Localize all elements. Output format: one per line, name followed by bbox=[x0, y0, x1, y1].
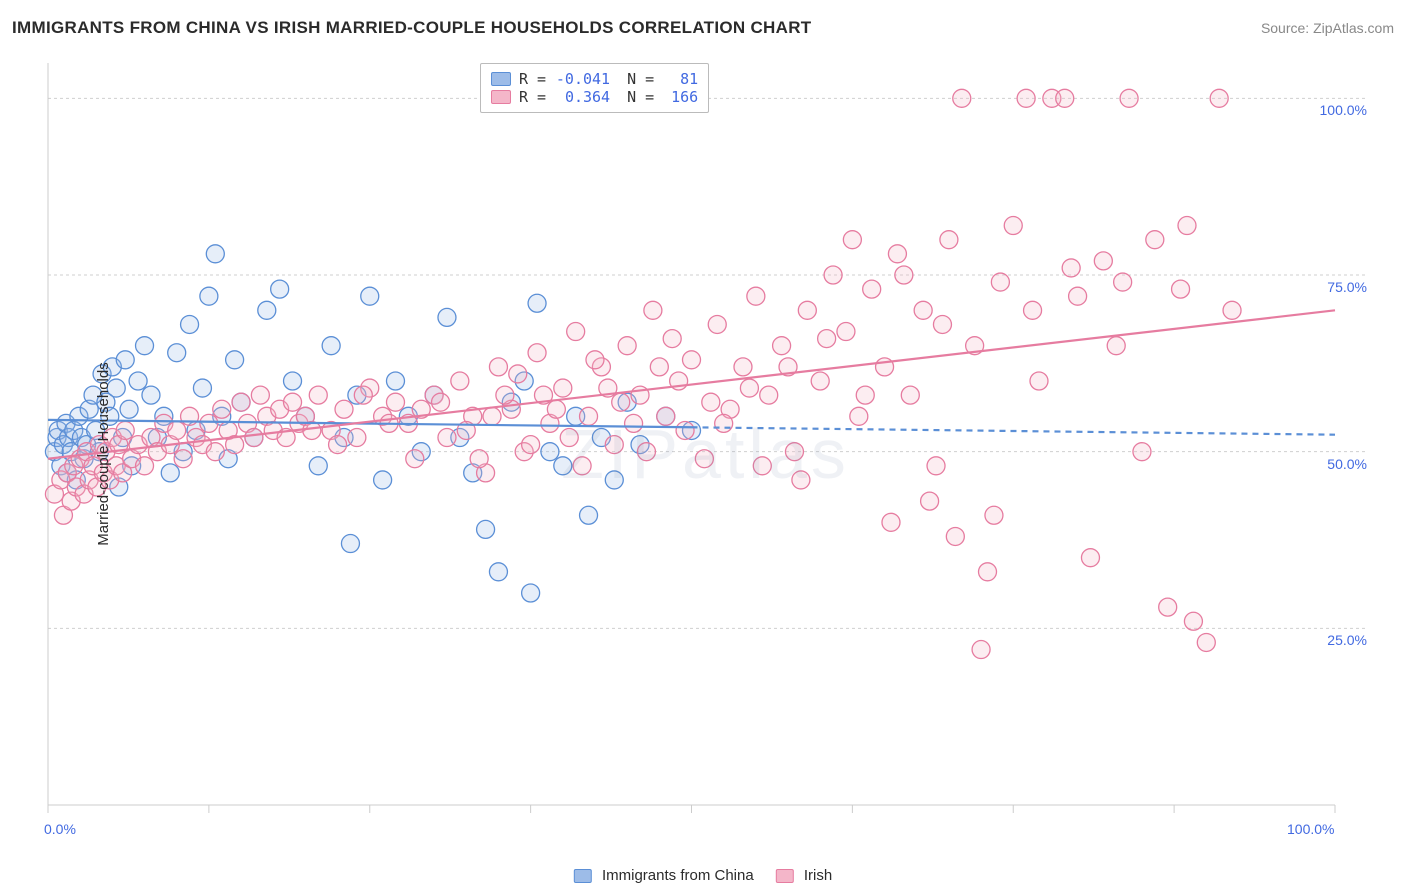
legend-item-china: Immigrants from China bbox=[574, 867, 754, 884]
x-axis-legend: Immigrants from China Irish bbox=[574, 867, 832, 884]
y-tick-label: 100.0% bbox=[1320, 102, 1367, 118]
stats-row: R = 0.364 N = 166 bbox=[491, 88, 698, 106]
x-max-label: 100.0% bbox=[1287, 821, 1334, 837]
stats-r-value: 0.364 bbox=[554, 88, 610, 106]
stats-row: R = -0.041 N = 81 bbox=[491, 70, 698, 88]
legend-item-irish: Irish bbox=[776, 867, 833, 884]
chart-container: IMMIGRANTS FROM CHINA VS IRISH MARRIED-C… bbox=[0, 0, 1406, 892]
stats-n-value: 81 bbox=[662, 70, 698, 88]
scatter-svg bbox=[40, 55, 1371, 852]
stats-r-label: R = bbox=[519, 70, 546, 88]
legend-label-china: Immigrants from China bbox=[602, 867, 754, 884]
y-tick-label: 50.0% bbox=[1327, 456, 1367, 472]
stats-r-label: R = bbox=[519, 88, 546, 106]
y-tick-label: 75.0% bbox=[1327, 279, 1367, 295]
source-label: Source: ZipAtlas.com bbox=[1261, 20, 1394, 36]
y-tick-label: 25.0% bbox=[1327, 632, 1367, 648]
header-row: IMMIGRANTS FROM CHINA VS IRISH MARRIED-C… bbox=[12, 18, 1394, 38]
stats-panel: R = -0.041 N = 81 R = 0.364 N = 166 bbox=[480, 63, 709, 113]
chart-title: IMMIGRANTS FROM CHINA VS IRISH MARRIED-C… bbox=[12, 18, 811, 38]
legend-label-irish: Irish bbox=[804, 867, 832, 884]
swatch-china bbox=[574, 869, 592, 883]
stats-r-value: -0.041 bbox=[554, 70, 610, 88]
stats-swatch bbox=[491, 72, 511, 86]
x-min-label: 0.0% bbox=[44, 821, 76, 837]
stats-n-label: N = bbox=[618, 70, 654, 88]
stats-n-value: 166 bbox=[662, 88, 698, 106]
stats-swatch bbox=[491, 90, 511, 104]
y-axis-label: Married-couple Households bbox=[95, 362, 112, 545]
swatch-irish bbox=[776, 869, 794, 883]
plot-area: ZIPatlas Married-couple Households R =-0… bbox=[40, 55, 1371, 852]
chart-area: ZIPatlas Married-couple Households R =-0… bbox=[40, 55, 1371, 852]
stats-n-label: N = bbox=[618, 88, 654, 106]
